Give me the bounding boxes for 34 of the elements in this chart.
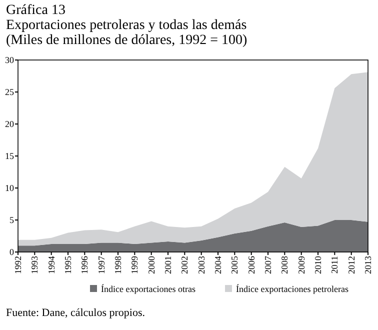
source-note: Fuente: Dane, cálculos propios.: [6, 307, 146, 319]
x-tick-label: 1994: [46, 256, 56, 274]
x-tick-label: 2011: [330, 256, 340, 274]
x-tick-label: 2005: [230, 256, 240, 274]
x-tick-label: 2004: [213, 256, 223, 274]
x-tick-label: 1997: [96, 256, 106, 274]
x-tick-label: 2002: [180, 256, 190, 274]
x-tick-label: 1998: [113, 256, 123, 274]
y-tick-label: 20: [5, 119, 14, 130]
x-tick-label: 2009: [296, 256, 306, 274]
x-tick-label: 1993: [30, 256, 40, 274]
chart-title: Gráfica 13: [6, 3, 66, 18]
x-tick-label: 2000: [146, 256, 156, 274]
x-tick-label: 2012: [346, 256, 356, 274]
chart-subtitle: Exportaciones petroleras y todas las demás (Miles de millones de dólares, 1992 = 100): [6, 18, 248, 48]
legend-label: Índice exportaciones petroleras: [236, 284, 349, 294]
x-tick-label: 1992: [13, 256, 23, 274]
x-tick-label: 2003: [196, 256, 206, 274]
y-tick-label: 30: [5, 55, 14, 66]
y-tick-label: 0: [10, 247, 14, 258]
x-tick-label: 1999: [130, 256, 140, 274]
y-tick-label: 25: [5, 87, 14, 98]
x-tick-label: 1995: [63, 256, 73, 274]
y-tick-label: 15: [5, 151, 14, 162]
x-tick-label: 2010: [313, 256, 323, 274]
y-tick-label: 10: [5, 183, 14, 194]
x-tick-label: 2013: [363, 256, 373, 274]
y-tick-label: 5: [10, 215, 14, 226]
x-tick-label: 1996: [80, 256, 90, 274]
x-tick-label: 2008: [280, 256, 290, 274]
x-tick-label: 2007: [263, 256, 273, 274]
legend-label: Índice exportaciones otras: [101, 284, 196, 294]
x-tick-label: 2001: [163, 256, 173, 274]
x-tick-label: 2006: [246, 256, 256, 274]
